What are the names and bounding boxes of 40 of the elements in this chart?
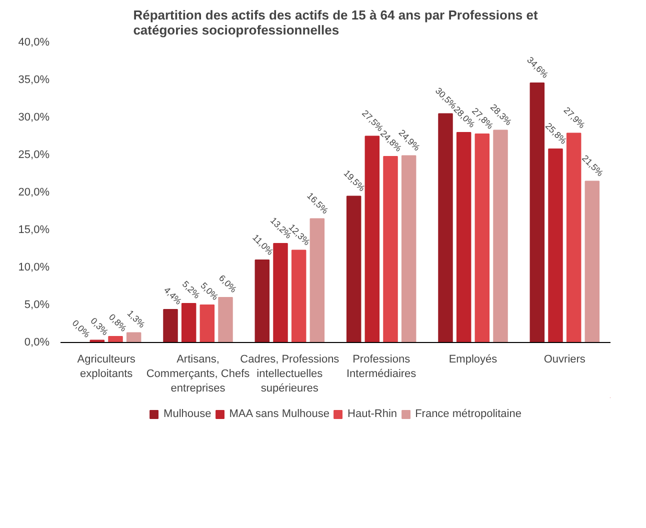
x-tick-label: Agriculteurs exploitants <box>77 354 136 380</box>
bar <box>108 336 123 342</box>
legend-label: Haut-Rhin <box>348 408 398 420</box>
y-tick-label: 30,0% <box>18 112 50 124</box>
bar <box>291 250 306 342</box>
bar <box>566 132 582 342</box>
bar <box>254 260 270 342</box>
bar <box>383 156 398 342</box>
bar <box>584 180 600 342</box>
bar <box>438 113 453 342</box>
bar <box>163 309 178 342</box>
y-tick-label: 25,0% <box>18 149 50 161</box>
bar <box>310 218 325 342</box>
legend-label: France métropolitaine <box>415 408 522 420</box>
bar <box>346 196 362 342</box>
bar <box>273 243 288 342</box>
legend-label: Mulhouse <box>164 408 212 420</box>
bar <box>218 297 233 342</box>
bar <box>474 134 490 342</box>
y-tick-label: 15,0% <box>18 224 50 236</box>
chart-title: Répartition des actifs des actifs de 15 à 64 ans par Professions et catégories socioprofessionnelles <box>133 8 538 38</box>
y-tick-label: 10,0% <box>18 262 50 274</box>
bar <box>401 155 416 342</box>
bar <box>493 130 508 342</box>
x-tick-label: Ouvriers <box>544 354 586 366</box>
y-tick-label: 40,0% <box>18 36 50 48</box>
y-tick-label: 35,0% <box>18 74 50 86</box>
y-tick-label: 5,0% <box>24 299 50 311</box>
bar <box>364 136 380 342</box>
bar <box>548 148 563 342</box>
bar <box>181 303 196 342</box>
bar <box>456 132 472 342</box>
legend-label: MAA sans Mulhouse <box>229 408 330 420</box>
bar <box>200 304 215 342</box>
y-tick-label: 20,0% <box>18 186 50 198</box>
bar <box>126 332 142 342</box>
x-tick-label: Professions Intermédiaires <box>346 354 417 380</box>
y-tick-label: 0,0% <box>24 336 50 348</box>
bar <box>530 82 545 342</box>
x-tick-label: Employés <box>448 354 498 366</box>
